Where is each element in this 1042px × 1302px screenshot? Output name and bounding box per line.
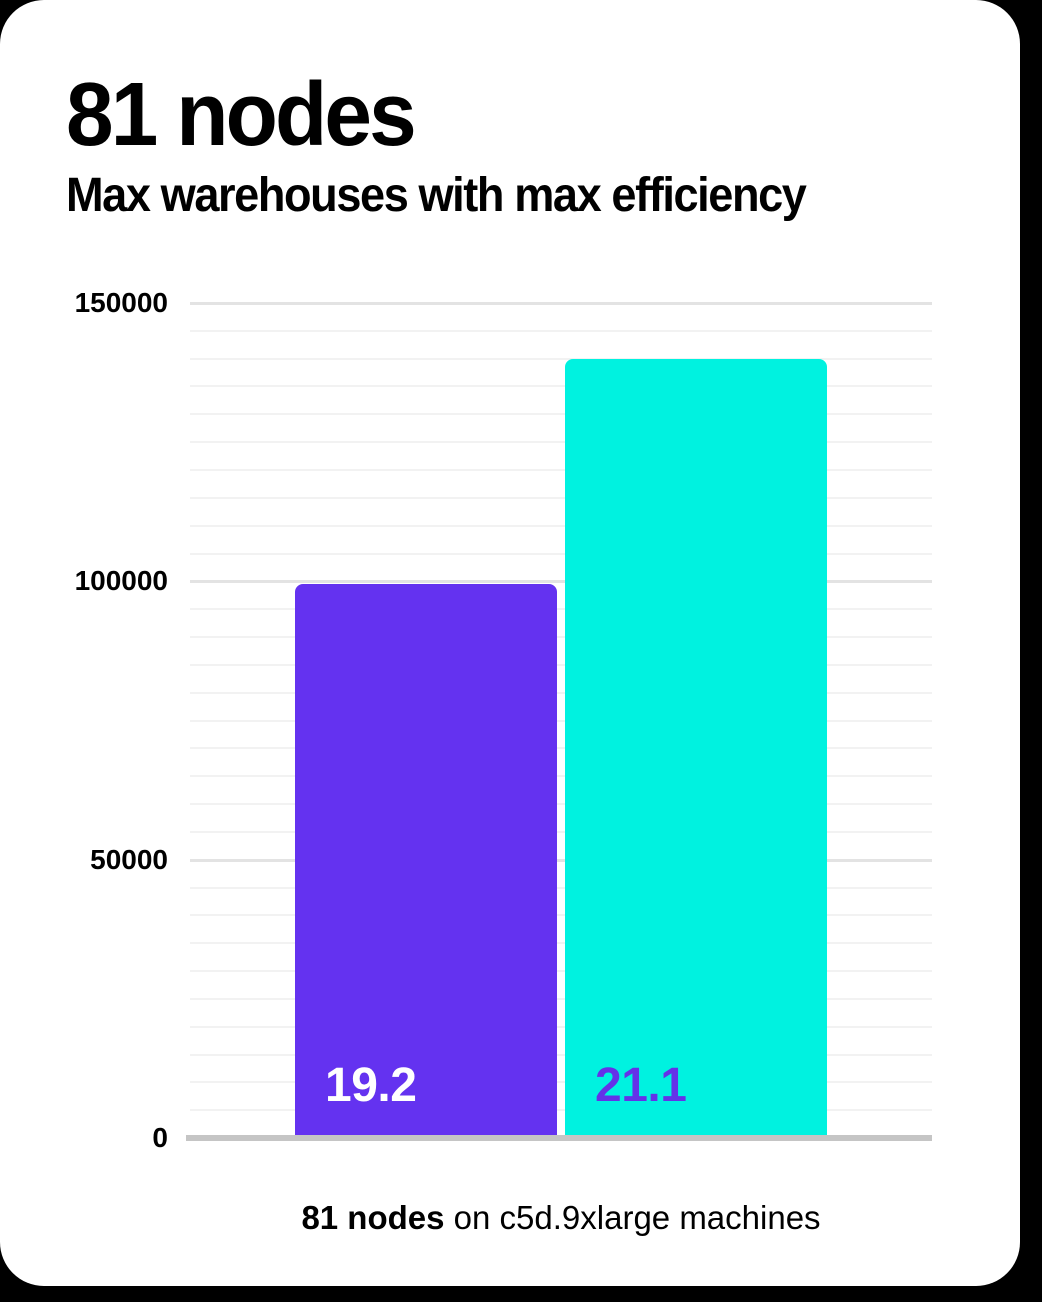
y-axis-tick-label: 50000 [90,844,168,875]
bar-value-label: 21.1 [595,1059,687,1112]
caption-regular-text: on c5d.9xlarge machines [444,1199,821,1236]
y-axis-tick-label: 150000 [74,287,168,318]
page-title: 81 nodes [66,65,417,165]
minor-gridline [190,1109,932,1111]
minor-gridline [190,831,932,833]
minor-gridline [190,942,932,944]
minor-gridline [190,1026,932,1028]
y-axis-tick-label: 100000 [74,565,168,596]
chart-caption: 81 nodes on c5d.9xlarge machines [190,1199,932,1237]
minor-gridline [190,553,932,555]
chart-card: 81 nodes Max warehouses with max efficie… [0,0,1020,1286]
minor-gridline [190,441,932,443]
major-gridline [190,859,932,862]
minor-gridline [190,803,932,805]
minor-gridline [190,1081,932,1083]
bar: 19.2 [295,584,557,1138]
x-axis-baseline [186,1135,932,1141]
minor-gridline [190,1054,932,1056]
minor-gridline [190,720,932,722]
minor-gridline [190,497,932,499]
minor-gridline [190,970,932,972]
major-gridline [190,302,932,305]
page-subtitle: Max warehouses with max efficiency [66,169,807,222]
minor-gridline [190,664,932,666]
bar-value-label: 19.2 [325,1059,417,1112]
major-gridline [190,580,932,583]
minor-gridline [190,525,932,527]
minor-gridline [190,747,932,749]
bar: 21.1 [565,359,827,1138]
minor-gridline [190,358,932,360]
minor-gridline [190,608,932,610]
minor-gridline [190,692,932,694]
minor-gridline [190,385,932,387]
minor-gridline [190,413,932,415]
minor-gridline [190,998,932,1000]
minor-gridline [190,914,932,916]
minor-gridline [190,887,932,889]
caption-bold-text: 81 nodes [301,1199,445,1236]
minor-gridline [190,636,932,638]
minor-gridline [190,330,932,332]
y-axis-tick-label: 0 [152,1122,168,1153]
minor-gridline [190,469,932,471]
minor-gridline [190,775,932,777]
bar-chart-plot-area: 19.2 21.1 [190,302,932,1138]
